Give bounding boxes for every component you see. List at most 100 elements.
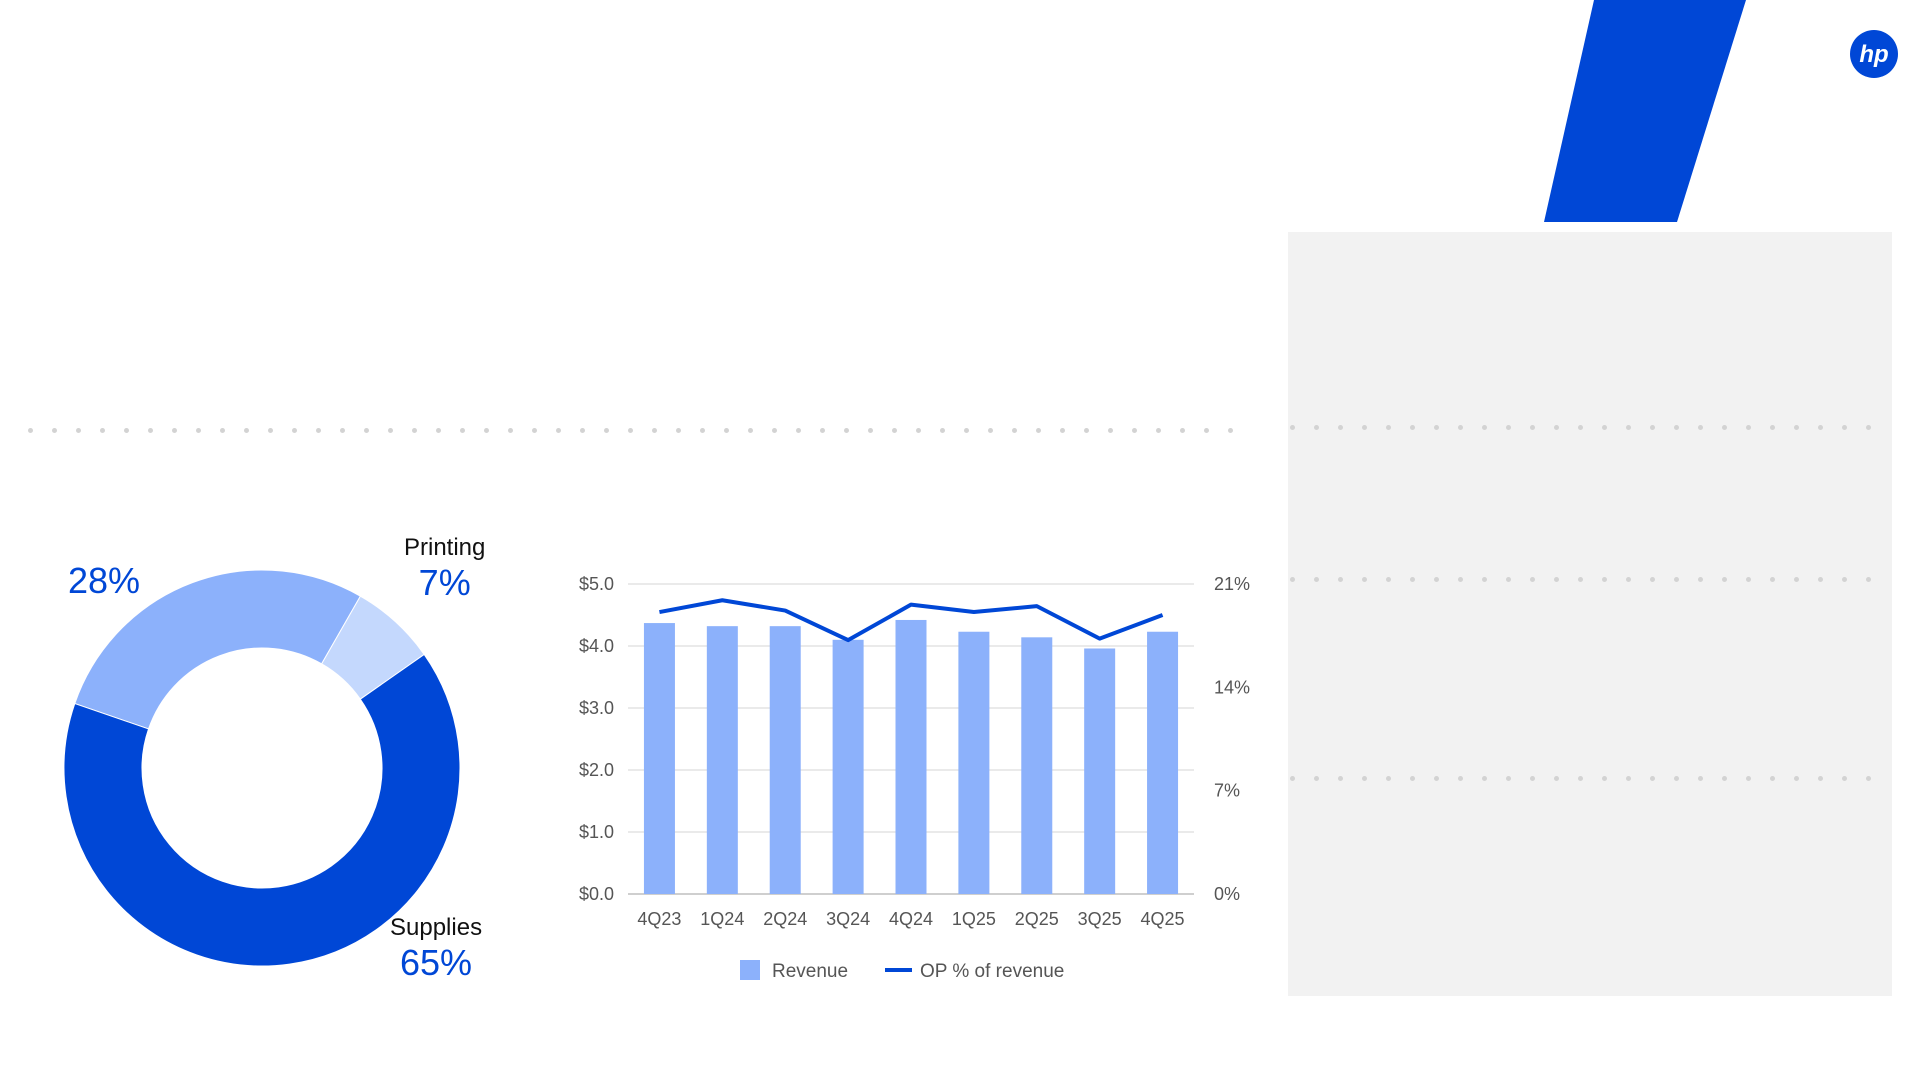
donut-name-printing: Printing	[404, 534, 486, 561]
divider-dot	[340, 428, 345, 433]
divider-dot	[1506, 776, 1511, 781]
divider-dot	[1554, 577, 1559, 582]
divider-dot	[1626, 425, 1631, 430]
divider-dot	[1578, 577, 1583, 582]
divider-dot	[1410, 776, 1415, 781]
divider-dot	[1458, 577, 1463, 582]
divider-dot	[268, 428, 273, 433]
revenue-bar-1Q25	[958, 631, 990, 894]
dotted-divider-main	[28, 428, 1244, 434]
divider-dot	[772, 428, 777, 433]
decorative-blue-stripe	[1544, 0, 1746, 222]
divider-dot	[700, 428, 705, 433]
revenue-op-chart: $0.0 $1.0 $2.0 $3.0 $4.0 $5.0 0% 7% 14% 21% 4Q23…	[579, 574, 1250, 982]
divider-dot	[1602, 776, 1607, 781]
divider-dot	[1626, 776, 1631, 781]
divider-dot	[748, 428, 753, 433]
divider-dot	[1818, 577, 1823, 582]
divider-dot	[892, 428, 897, 433]
donut-label-unlabeled: 28%	[68, 560, 140, 602]
divider-dot	[1842, 776, 1847, 781]
category-tick-label: 1Q25	[952, 909, 996, 929]
divider-dot	[1674, 577, 1679, 582]
divider-dot	[1434, 776, 1439, 781]
divider-dot	[1290, 776, 1295, 781]
category-tick-label: 3Q25	[1078, 909, 1122, 929]
hp-logo-icon: hp	[1850, 30, 1898, 78]
divider-dot	[1012, 428, 1017, 433]
divider-dot	[1698, 577, 1703, 582]
divider-dot	[1722, 425, 1727, 430]
stripe-shape	[1544, 0, 1746, 222]
divider-dot	[1674, 776, 1679, 781]
divider-dot	[1458, 776, 1463, 781]
chart-legend: Revenue OP % of revenue	[740, 960, 1064, 982]
donut-chart	[63, 569, 461, 967]
category-ticks: 4Q23 1Q24 2Q24 3Q24 4Q24 1Q25 2Q25 3Q25 4Q25	[637, 909, 1184, 929]
divider-dot	[196, 428, 201, 433]
divider-dot	[1842, 425, 1847, 430]
divider-dot	[1554, 776, 1559, 781]
category-tick-label: 2Q25	[1015, 909, 1059, 929]
logo-text: hp	[1859, 41, 1888, 68]
donut-value-supplies: 65%	[400, 942, 473, 983]
right-tick-label: 7%	[1214, 781, 1240, 801]
revenue-bar-1Q24	[706, 626, 738, 894]
legend-revenue-swatch	[740, 960, 760, 980]
logo-circle	[1850, 30, 1898, 78]
divider-dot	[1362, 776, 1367, 781]
divider-dot	[148, 428, 153, 433]
divider-dot	[1410, 425, 1415, 430]
category-tick-label: 4Q23	[637, 909, 681, 929]
left-tick-label: $0.0	[579, 884, 614, 904]
divider-dot	[1060, 428, 1065, 433]
divider-dot	[28, 428, 33, 433]
revenue-bars	[643, 619, 1179, 894]
left-tick-label: $5.0	[579, 574, 614, 594]
dotted-divider-panel-1	[1290, 425, 1890, 431]
divider-dot	[868, 428, 873, 433]
divider-dot	[1386, 577, 1391, 582]
divider-dot	[1794, 577, 1799, 582]
divider-dot	[484, 428, 489, 433]
divider-dot	[1530, 776, 1535, 781]
divider-dot	[1602, 425, 1607, 430]
divider-dot	[724, 428, 729, 433]
divider-dot	[1180, 428, 1185, 433]
divider-dot	[1506, 577, 1511, 582]
divider-dot	[1866, 577, 1871, 582]
divider-dot	[580, 428, 585, 433]
donut-value-unlabeled: 28%	[68, 560, 141, 601]
divider-dot	[388, 428, 393, 433]
revenue-bar-2Q24	[769, 626, 801, 894]
divider-dot	[1036, 428, 1041, 433]
category-tick-label: 4Q25	[1141, 909, 1185, 929]
divider-dot	[436, 428, 441, 433]
divider-dot	[1650, 577, 1655, 582]
divider-dot	[1434, 425, 1439, 430]
op-line	[659, 598, 1164, 643]
divider-dot	[1458, 425, 1463, 430]
divider-dot	[1410, 577, 1415, 582]
dotted-divider-panel-2	[1290, 577, 1890, 583]
divider-dot	[532, 428, 537, 433]
divider-dot	[460, 428, 465, 433]
left-tick-label: $2.0	[579, 760, 614, 780]
donut-slice-unlabeled	[74, 569, 362, 730]
divider-dot	[652, 428, 657, 433]
revenue-bar-4Q23	[643, 623, 675, 894]
revenue-bar-3Q24	[832, 639, 864, 894]
divider-dot	[1084, 428, 1089, 433]
divider-dot	[940, 428, 945, 433]
divider-dot	[1362, 425, 1367, 430]
divider-dot	[1746, 577, 1751, 582]
divider-dot	[1386, 776, 1391, 781]
divider-dot	[1506, 425, 1511, 430]
divider-dot	[1554, 425, 1559, 430]
divider-dot	[1698, 776, 1703, 781]
divider-dot	[1204, 428, 1209, 433]
donut-slice-supplies	[63, 653, 461, 967]
divider-dot	[1866, 425, 1871, 430]
legend-revenue-label: Revenue	[772, 961, 848, 982]
divider-dot	[1338, 425, 1343, 430]
